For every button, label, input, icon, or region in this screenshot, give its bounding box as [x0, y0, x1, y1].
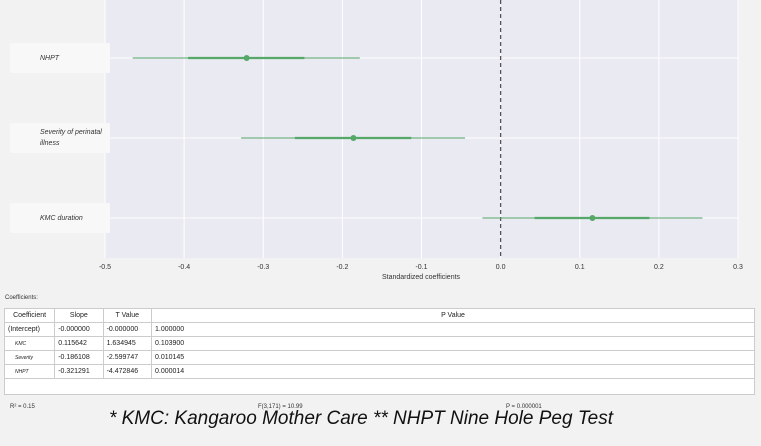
table-cell: NHPT [3, 364, 56, 379]
x-tick-label: -0.3 [257, 264, 269, 271]
x-tick-label: -0.1 [415, 264, 427, 271]
table-row: KMC 0.115642 1.634945 0.103900 [3, 336, 755, 351]
r-squared: R² = 0.15 [10, 404, 35, 410]
header-cell: Slope [54, 308, 104, 323]
table-caption: Coefficients: [5, 295, 38, 301]
estimate [243, 55, 250, 61]
table-cell: 0.103900 [151, 336, 755, 351]
table-cell: 1.634945 [102, 336, 153, 351]
x-tick-label: 0.3 [733, 264, 743, 271]
y-tick-text: Severity of perinatal illness [40, 129, 102, 147]
f-stat: F(3,171) = 10.99 [258, 404, 303, 410]
table-cell: 0.010145 [151, 350, 755, 365]
x-tick-label: -0.4 [178, 264, 190, 271]
footnote: * KMC: Kangaroo Mother Care ** NHPT Nine… [108, 408, 614, 429]
table-cell: KMC [3, 336, 56, 351]
table-cell: -0.321291 [54, 364, 104, 379]
table-cell: -2.599747 [102, 350, 153, 365]
table-cell: -0.186108 [54, 350, 104, 365]
x-tick-label: 0.2 [654, 264, 664, 271]
x-axis-label: Standardized coefficients [382, 274, 461, 281]
table-cell: Severity [3, 350, 56, 365]
table-cell: -4.472846 [102, 364, 153, 379]
x-tick-label: -0.5 [99, 264, 111, 271]
y-tick-text: NHPT [40, 54, 60, 62]
table-cell: -0.000000 [54, 322, 104, 337]
table-row: (Intercept) -0.000000 -0.000000 1.000000 [3, 322, 755, 337]
table-cell: (Intercept) [3, 322, 56, 337]
header-row: Coefficient Slope T Value P Value [3, 308, 755, 323]
x-tick-label: 0.0 [496, 264, 506, 271]
header-cell: T Value [102, 308, 153, 323]
table-cell: -0.000000 [102, 322, 153, 337]
y-tick-label: NHPT [10, 43, 110, 73]
table-cell: 0.000014 [151, 364, 755, 379]
chart: Standardized coefficients -0.5 -0.4 -0.3 -0… [99, 0, 743, 281]
estimate [350, 135, 357, 141]
table-cell: 0.115642 [54, 336, 104, 351]
y-tick-label: KMC duration [10, 203, 110, 233]
header-cell: Coefficient [3, 308, 56, 323]
estimate [589, 215, 596, 221]
y-tick-label: Severity of perinatal illness [10, 123, 110, 153]
coef-table: Coefficient Slope T Value P Value (Intercept… [3, 308, 755, 379]
table-row: Severity -0.186108 -2.599747 0.010145 [3, 350, 755, 365]
x-tick-label: -0.2 [336, 264, 348, 271]
p-value: P = 0.000001 [506, 404, 542, 410]
table-row: NHPT -0.321291 -4.472846 0.000014 [3, 364, 755, 379]
table-cell: 1.000000 [151, 322, 755, 337]
y-tick-text: KMC duration [40, 214, 83, 222]
x-tick-label: 0.1 [575, 264, 585, 271]
header-cell: P Value [151, 308, 755, 323]
